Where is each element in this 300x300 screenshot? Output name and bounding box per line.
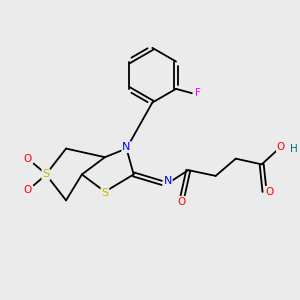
- Text: N: N: [122, 142, 131, 152]
- Text: O: O: [177, 197, 185, 207]
- Text: S: S: [101, 188, 109, 198]
- Text: O: O: [277, 142, 285, 152]
- Text: S: S: [42, 169, 50, 179]
- Text: N: N: [164, 176, 172, 186]
- Text: O: O: [24, 154, 32, 164]
- Text: F: F: [195, 88, 201, 98]
- Text: O: O: [24, 185, 32, 195]
- Text: O: O: [266, 187, 274, 197]
- Text: H: H: [290, 144, 298, 154]
